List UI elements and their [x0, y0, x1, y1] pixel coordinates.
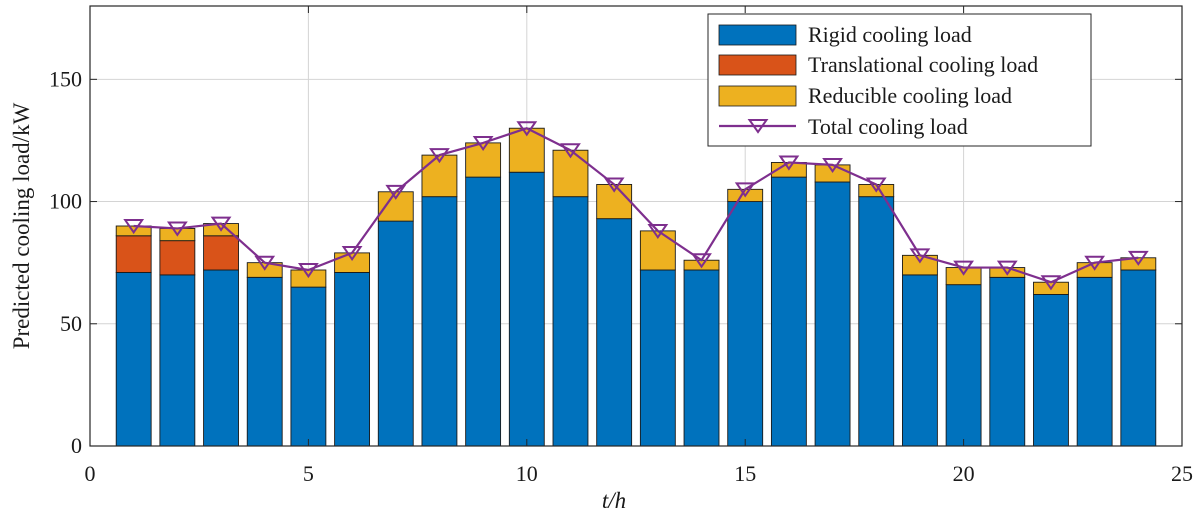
bar-rigid-2: [160, 275, 195, 446]
bar-rigid-7: [378, 221, 413, 446]
bar-translational-2: [160, 241, 195, 275]
legend-label-total: Total cooling load: [808, 114, 968, 139]
bar-rigid-9: [466, 177, 501, 446]
bar-reducible-5: [291, 270, 326, 287]
bar-rigid-3: [204, 270, 239, 446]
bar-rigid-22: [1033, 294, 1068, 446]
bar-rigid-17: [815, 182, 850, 446]
bar-rigid-14: [684, 270, 719, 446]
bar-translational-3: [204, 236, 239, 270]
legend-label-reducible: Reducible cooling load: [808, 83, 1012, 108]
x-axis-title: t/h: [602, 488, 626, 513]
bar-rigid-4: [247, 277, 282, 446]
bar-reducible-7: [378, 192, 413, 221]
x-tick-label: 25: [1171, 461, 1193, 486]
y-axis-title: Predicted cooling load/kW: [9, 102, 34, 349]
y-tick-label: 50: [60, 311, 82, 336]
bar-reducible-20: [946, 268, 981, 285]
bar-rigid-19: [902, 275, 937, 446]
x-tick-label: 10: [516, 461, 538, 486]
legend-swatch-translational: [719, 55, 796, 75]
x-tick-label: 0: [85, 461, 96, 486]
bar-rigid-11: [553, 197, 588, 446]
bar-reducible-6: [335, 253, 370, 273]
y-tick-label: 100: [49, 189, 82, 214]
bar-rigid-5: [291, 287, 326, 446]
legend-label-translational: Translational cooling load: [808, 52, 1038, 77]
x-tick-label: 5: [303, 461, 314, 486]
bar-rigid-18: [859, 197, 894, 446]
bar-rigid-20: [946, 285, 981, 446]
x-tick-label: 20: [953, 461, 975, 486]
y-tick-label: 150: [49, 66, 82, 91]
x-axis-unit: /h: [606, 488, 626, 513]
bar-rigid-10: [509, 172, 544, 446]
legend-swatch-rigid: [719, 25, 796, 45]
y-tick-label: 0: [71, 433, 82, 458]
bar-rigid-13: [640, 270, 675, 446]
bar-rigid-16: [771, 177, 806, 446]
x-tick-label: 15: [734, 461, 756, 486]
bar-rigid-6: [335, 272, 370, 446]
bar-rigid-8: [422, 197, 457, 446]
bar-rigid-24: [1121, 270, 1156, 446]
legend-swatch-reducible: [719, 86, 796, 106]
bar-rigid-12: [597, 219, 632, 446]
bar-translational-1: [116, 236, 151, 273]
bar-rigid-23: [1077, 277, 1112, 446]
bar-reducible-17: [815, 165, 850, 182]
bar-rigid-21: [990, 277, 1025, 446]
bar-rigid-1: [116, 272, 151, 446]
legend: Rigid cooling load Translational cooling…: [708, 14, 1091, 146]
legend-label-rigid: Rigid cooling load: [808, 22, 972, 47]
bar-rigid-15: [728, 202, 763, 446]
